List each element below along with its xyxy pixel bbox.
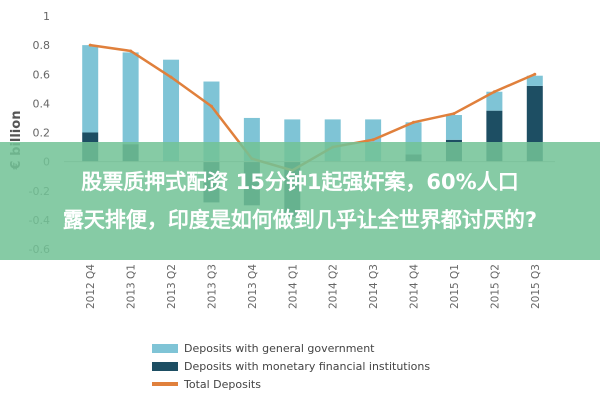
total-deposits-point <box>492 90 496 94</box>
total-deposits-point <box>129 49 133 53</box>
legend-label: Total Deposits <box>183 378 261 391</box>
bar-government-deposits <box>445 115 462 140</box>
legend-swatch <box>152 382 178 386</box>
legend: Deposits with general government Deposits… <box>152 342 430 391</box>
x-tick-label: 2012 Q4 <box>85 264 97 309</box>
y-tick-label: 0.8 <box>33 39 51 52</box>
x-tick-label: 2015 Q3 <box>530 264 542 309</box>
bar-government-deposits <box>163 59 180 162</box>
x-tick-label: 2014 Q3 <box>368 264 380 309</box>
bar-government-deposits <box>122 52 139 145</box>
y-tick-label: 1 <box>43 10 50 23</box>
x-tick-label: 2013 Q4 <box>247 264 259 309</box>
total-deposits-point <box>533 72 537 76</box>
total-deposits-point <box>412 120 416 124</box>
x-tick-label: 2015 Q1 <box>449 264 461 309</box>
x-tick-label: 2014 Q1 <box>287 264 299 309</box>
x-tick-label: 2014 Q4 <box>409 264 421 309</box>
bar-government-deposits <box>486 91 503 111</box>
x-tick-label: 2015 Q2 <box>489 264 501 309</box>
total-deposits-point <box>88 43 92 47</box>
x-tick-label: 2013 Q1 <box>126 264 138 309</box>
total-deposits-point <box>452 112 456 116</box>
legend-swatch <box>152 362 178 371</box>
overlay-text-line-1: 股票质押式配资 15分钟1起强奸案，60%人口 <box>81 170 519 194</box>
x-tick-label: 2014 Q2 <box>328 264 340 309</box>
total-deposits-point <box>209 104 213 108</box>
total-deposits-point <box>371 138 375 142</box>
y-tick-label: 0.6 <box>33 68 51 81</box>
x-tick-label: 2013 Q3 <box>206 264 218 309</box>
legend-label: Deposits with monetary financial institu… <box>184 360 430 373</box>
bar-government-deposits <box>203 81 220 162</box>
y-tick-label: 0.2 <box>33 127 51 140</box>
bar-government-deposits <box>526 75 543 86</box>
legend-label: Deposits with general government <box>184 342 375 355</box>
legend-swatch <box>152 344 178 353</box>
x-tick-label: 2013 Q2 <box>166 264 178 309</box>
overlay-text-line-2: 露天排便，印度是如何做到几乎让全世界都讨厌的? <box>62 208 538 232</box>
bar-government-deposits <box>82 45 99 133</box>
overlay-banner[interactable]: 股票质押式配资 15分钟1起强奸案，60%人口 露天排便，印度是如何做到几乎让全… <box>0 142 600 260</box>
x-ticks-layer: 2012 Q4 2013 Q1 2013 Q2 2013 Q3 2013 Q4 2014 … <box>85 264 542 309</box>
total-deposits-point <box>169 75 173 79</box>
y-tick-label: 0.4 <box>33 97 51 110</box>
